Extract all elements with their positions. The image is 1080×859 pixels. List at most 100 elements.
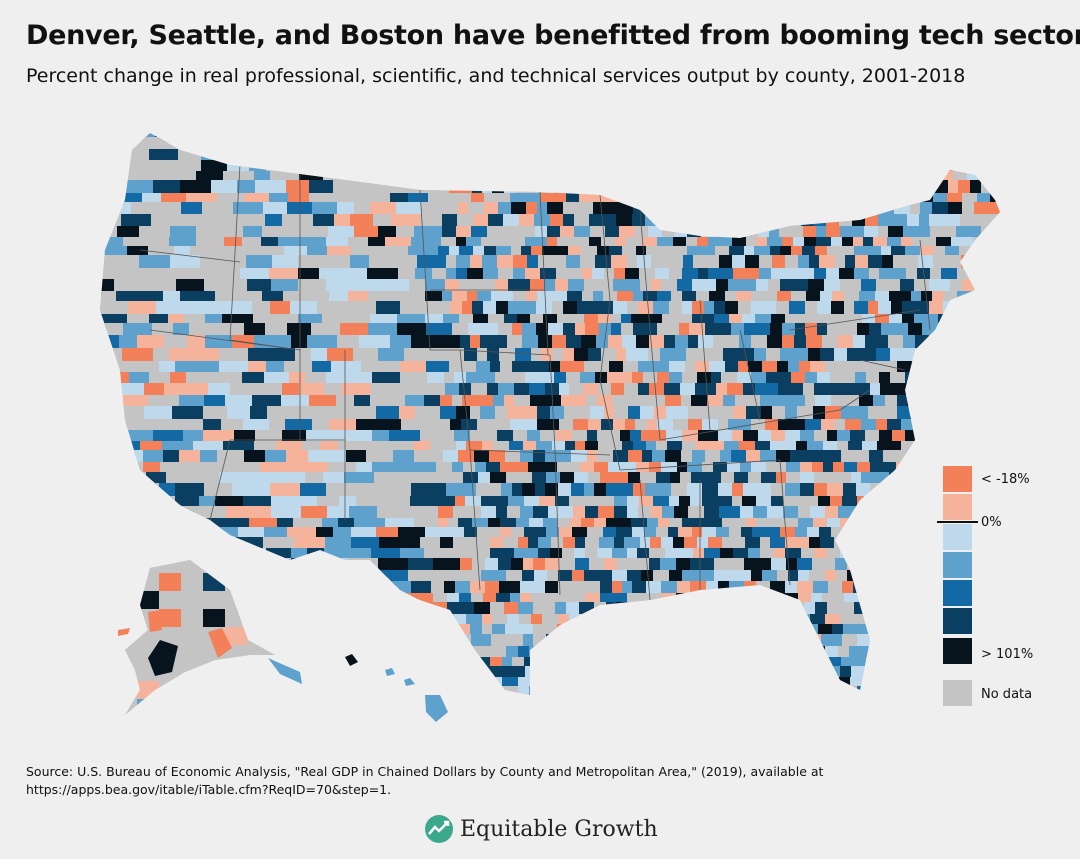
county-cell bbox=[894, 268, 906, 279]
county-cell bbox=[844, 527, 855, 537]
county-cell bbox=[536, 361, 549, 372]
county-cell bbox=[767, 624, 779, 634]
county-cell bbox=[898, 666, 908, 677]
county-cell bbox=[991, 593, 1000, 602]
county-cell bbox=[958, 180, 970, 193]
county-cell bbox=[671, 483, 687, 496]
county-cell bbox=[609, 246, 622, 255]
county-cell bbox=[512, 657, 524, 666]
county-cell bbox=[992, 548, 1000, 558]
county-cell bbox=[760, 450, 776, 462]
county-cell bbox=[279, 570, 303, 584]
county-cell bbox=[556, 268, 568, 279]
county-cell bbox=[807, 133, 818, 137]
county-cell bbox=[604, 193, 617, 202]
county-cell bbox=[125, 591, 137, 609]
county-cell bbox=[338, 593, 368, 608]
county-cell bbox=[692, 301, 704, 314]
county-cell bbox=[920, 686, 933, 695]
county-cell bbox=[153, 348, 169, 364]
county-cell bbox=[840, 279, 850, 291]
county-cell bbox=[853, 518, 864, 527]
county-cell bbox=[748, 695, 761, 708]
county-cell bbox=[873, 180, 885, 193]
county-cell bbox=[775, 666, 791, 677]
county-cell bbox=[899, 634, 915, 646]
county-cell bbox=[326, 279, 353, 291]
county-cell bbox=[856, 483, 870, 496]
county-cell bbox=[616, 593, 627, 602]
county-cell bbox=[906, 506, 918, 518]
county-cell bbox=[535, 666, 545, 677]
county-cell bbox=[360, 406, 376, 419]
county-cell bbox=[824, 383, 839, 395]
county-cell bbox=[452, 395, 462, 406]
county-cell bbox=[734, 472, 748, 483]
county-cell bbox=[643, 291, 657, 301]
county-cell bbox=[830, 202, 846, 214]
county-cell bbox=[225, 570, 254, 584]
county-cell bbox=[818, 624, 832, 634]
county-cell bbox=[702, 419, 718, 430]
county-cell bbox=[456, 406, 470, 419]
county-cell bbox=[877, 677, 891, 686]
county-cell bbox=[692, 602, 704, 614]
county-cell bbox=[574, 348, 588, 361]
county-cell bbox=[956, 149, 967, 160]
county-cell bbox=[736, 686, 748, 695]
county-cell bbox=[735, 180, 745, 193]
county-cell bbox=[847, 348, 860, 361]
county-cell bbox=[289, 372, 305, 383]
county-cell bbox=[636, 348, 648, 361]
county-cell bbox=[903, 348, 919, 361]
county-cell bbox=[159, 695, 177, 708]
county-cell bbox=[100, 361, 124, 373]
county-cell bbox=[837, 335, 853, 348]
county-cell bbox=[225, 573, 247, 591]
county-cell bbox=[100, 255, 117, 272]
county-cell bbox=[1004, 496, 1014, 506]
county-cell bbox=[881, 558, 897, 570]
county-cell bbox=[936, 450, 952, 462]
county-cell bbox=[151, 537, 167, 553]
county-cell bbox=[1002, 291, 1017, 301]
county-cell bbox=[729, 506, 740, 518]
county-cell bbox=[485, 558, 498, 570]
county-cell bbox=[761, 695, 777, 708]
county-cell bbox=[805, 395, 815, 406]
county-cell bbox=[783, 634, 796, 646]
county-cell bbox=[783, 506, 798, 518]
county-cell bbox=[857, 323, 869, 335]
county-cell bbox=[617, 193, 627, 202]
county-cell bbox=[776, 301, 789, 314]
county-cell bbox=[906, 593, 917, 602]
county-cell bbox=[584, 314, 598, 323]
county-cell bbox=[884, 624, 894, 634]
county-cell bbox=[203, 591, 225, 609]
county-cell bbox=[467, 268, 483, 279]
county-cell bbox=[948, 383, 958, 395]
county-cell bbox=[159, 560, 181, 573]
county-cell bbox=[373, 133, 391, 139]
county-cell bbox=[163, 291, 180, 304]
county-cell bbox=[496, 149, 506, 160]
county-cell bbox=[553, 348, 563, 361]
county-cell bbox=[841, 472, 851, 483]
county-cell bbox=[956, 419, 972, 430]
county-cell bbox=[807, 441, 823, 450]
county-cell bbox=[555, 279, 568, 291]
county-cell bbox=[804, 237, 816, 246]
county-cell bbox=[777, 570, 788, 581]
county-cell bbox=[512, 361, 526, 372]
county-cell bbox=[850, 279, 861, 291]
county-cell bbox=[809, 570, 825, 581]
county-cell bbox=[490, 695, 505, 708]
county-cell bbox=[809, 537, 820, 548]
county-cell bbox=[591, 624, 603, 634]
county-cell bbox=[1003, 570, 1017, 581]
county-cell bbox=[880, 496, 895, 506]
county-cell bbox=[853, 581, 867, 593]
county-cell bbox=[688, 506, 704, 518]
county-cell bbox=[850, 677, 862, 686]
county-cell bbox=[821, 419, 835, 430]
